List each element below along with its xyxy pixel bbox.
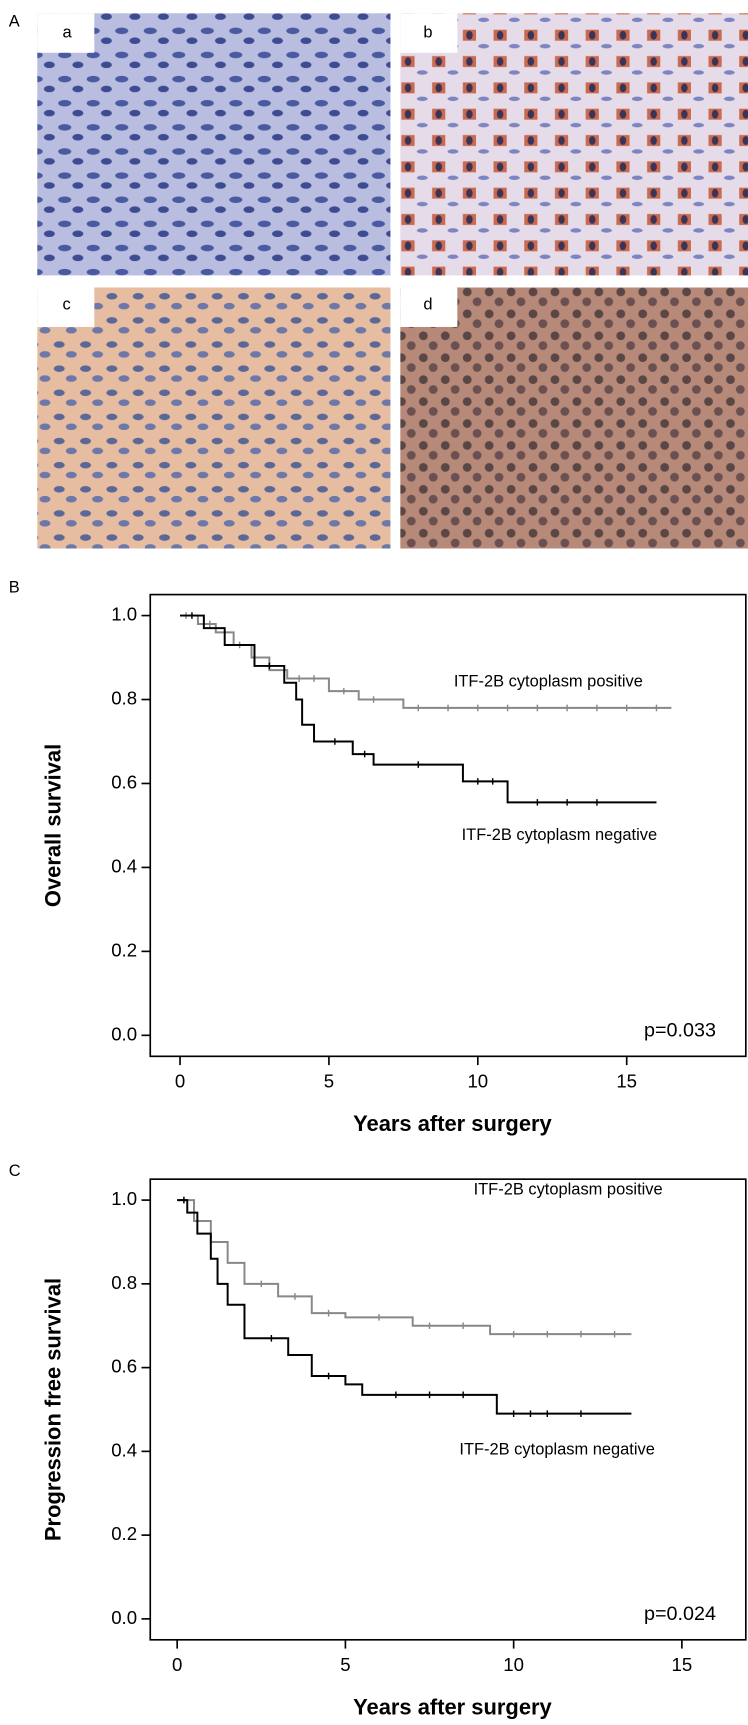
censor-mark [489, 778, 496, 785]
survival-curve [177, 1199, 632, 1415]
censor-mark [444, 704, 452, 712]
censor-mark [295, 675, 303, 682]
censor-mark [504, 704, 511, 712]
censor-mark [206, 620, 214, 628]
censor-mark [180, 1196, 188, 1204]
x-tick-label: 0 [175, 1071, 185, 1092]
histology-image [37, 287, 391, 549]
censor-mark [291, 1293, 299, 1300]
y-tick-label: 0.6 [111, 1356, 137, 1377]
histology-image [400, 287, 748, 549]
panel-label: A [9, 12, 20, 30]
label-box [37, 13, 95, 53]
y-tick-label: 0.0 [111, 1023, 137, 1044]
x-tick-label: 10 [467, 1071, 488, 1092]
x-tick-label: 5 [340, 1654, 350, 1675]
censor-mark [258, 1280, 265, 1288]
censor-mark [611, 1330, 618, 1338]
censor-mark [340, 687, 348, 695]
censor-mark [510, 1330, 517, 1338]
survival-curve [180, 614, 657, 804]
y-tick-label: 1.0 [111, 1188, 137, 1209]
censor-mark [593, 799, 601, 806]
censor-mark [544, 1330, 551, 1338]
x-tick-label: 0 [172, 1654, 182, 1675]
annotation: ITF-2B cytoplasm positive [474, 1180, 663, 1198]
censor-mark [544, 1410, 551, 1417]
y-tick-label: 0.2 [111, 939, 137, 960]
image-label: c [63, 295, 71, 313]
y-tick-label: 0.8 [111, 1272, 137, 1293]
y-tick-label: 0.0 [111, 1607, 137, 1628]
censor-mark [563, 799, 571, 806]
plot-frame [149, 593, 747, 1058]
censor-mark [361, 750, 368, 758]
censor-mark [188, 612, 196, 619]
censor-mark [426, 1391, 433, 1399]
y-axis-title: Progression free survival [41, 1278, 66, 1541]
x-axis-title: Years after surgery [353, 1695, 552, 1720]
censor-mark [527, 1410, 534, 1417]
y-tick-label: 0.4 [111, 1439, 137, 1460]
censor-mark [534, 799, 541, 806]
y-tick-label: 0.2 [111, 1523, 137, 1544]
label-box [400, 13, 458, 53]
censor-mark [375, 1314, 383, 1321]
label-box [400, 287, 458, 327]
x-tick-label: 15 [616, 1071, 637, 1092]
panel-label: C [9, 1162, 21, 1180]
histology-image [400, 13, 748, 276]
censor-mark [474, 704, 482, 712]
x-tick-label: 15 [672, 1654, 693, 1675]
censor-mark [459, 1391, 467, 1399]
censor-mark [268, 1335, 275, 1342]
censor-mark [426, 1322, 433, 1330]
censor-mark [653, 704, 660, 712]
censor-mark [577, 1410, 585, 1417]
censor-mark [266, 662, 273, 670]
censor-mark [414, 704, 422, 712]
histology-image [37, 13, 391, 276]
censor-mark [370, 696, 377, 703]
y-tick-label: 0.4 [111, 855, 137, 876]
image-label: d [423, 295, 432, 313]
annotation: p=0.024 [644, 1603, 716, 1625]
censor-mark [593, 704, 601, 712]
censor-mark [623, 704, 630, 712]
image-label: a [63, 23, 73, 41]
y-axis-title: Overall survival [41, 744, 66, 907]
censor-mark [563, 704, 571, 712]
y-tick-label: 0.8 [111, 687, 137, 708]
x-tick-label: 5 [324, 1071, 334, 1092]
image-label: b [423, 23, 432, 41]
censor-mark [534, 704, 541, 712]
censor-mark [510, 1410, 517, 1417]
annotation: ITF-2B cytoplasm positive [454, 673, 643, 691]
panel-label: B [9, 578, 20, 596]
censor-mark [392, 1391, 400, 1399]
annotation: p=0.033 [644, 1019, 716, 1041]
label-box [37, 287, 95, 327]
censor-mark [325, 1309, 332, 1317]
annotation: ITF-2B cytoplasm negative [459, 1440, 655, 1458]
survival-curve [177, 1199, 632, 1336]
censor-mark [325, 1372, 332, 1380]
censor-mark [459, 1322, 467, 1330]
censor-mark [331, 738, 339, 745]
x-axis-title: Years after surgery [353, 1111, 552, 1136]
censor-mark [310, 675, 318, 682]
annotation: ITF-2B cytoplasm negative [462, 826, 658, 844]
censor-mark [414, 761, 422, 768]
y-tick-label: 1.0 [111, 603, 137, 624]
x-tick-label: 10 [503, 1654, 524, 1675]
y-tick-label: 0.6 [111, 771, 137, 792]
censor-mark [577, 1330, 585, 1338]
plot-frame [149, 1178, 747, 1641]
censor-mark [474, 778, 482, 785]
